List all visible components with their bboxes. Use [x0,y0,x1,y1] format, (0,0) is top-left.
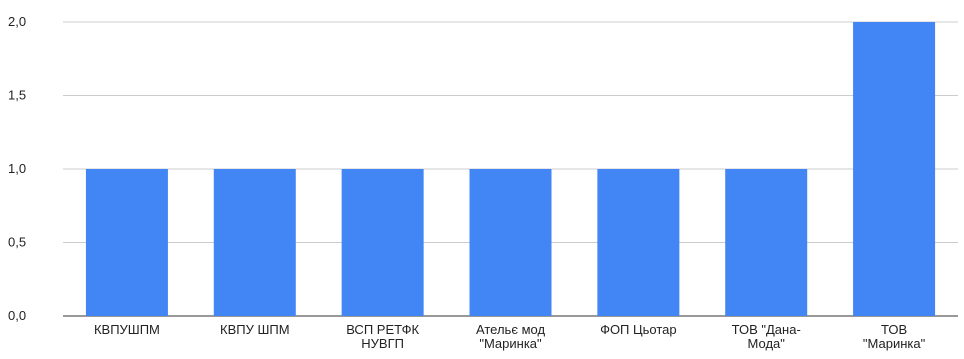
y-tick-label: 0,5 [8,235,26,250]
y-tick-label: 0,0 [8,308,26,323]
x-tick-label: КВПУ ШПМ [220,322,290,337]
y-tick-label: 1,5 [8,88,26,103]
x-tick-label-line: Ательє мод [476,322,545,337]
x-tick-label: ТОВ "Дана-Мода" [732,322,801,351]
y-tick-label: 2,0 [8,14,26,29]
x-tick-label-line: ВСП РЕТФК [346,322,419,337]
x-tick-label-line: ТОВ [881,322,907,337]
x-tick-label: ВСП РЕТФК НУВГП [346,322,419,351]
bar [469,169,552,316]
x-tick-label: КВПУШПМ [94,322,160,337]
x-tick-label-line: ТОВ "Дана- [732,322,801,337]
bar [725,169,808,316]
x-tick-label-line: КВПУ ШПМ [220,322,290,337]
x-tick-label: ФОП Цьотар [600,322,677,337]
bar [597,169,680,316]
bar [85,169,168,316]
y-axis-ticks: 0,0 0,5 1,0 1,5 2,0 [8,14,26,323]
x-tick-label-line: ФОП Цьотар [600,322,677,337]
bar [341,169,424,316]
bars [85,22,936,316]
x-tick-label-line: КВПУШПМ [94,322,160,337]
x-tick-label: ТОВ "Маринка" [863,322,926,351]
x-tick-label-line: "Маринка" [479,336,542,351]
x-tick-label-line: Мода" [748,336,786,351]
y-tick-label: 1,0 [8,161,26,176]
x-tick-label-line: "Маринка" [863,336,926,351]
x-tick-label-line: НУВГП [361,336,404,351]
x-tick-label: Ательє мод "Маринка" [476,322,545,351]
bar [213,169,296,316]
bar [853,22,936,316]
